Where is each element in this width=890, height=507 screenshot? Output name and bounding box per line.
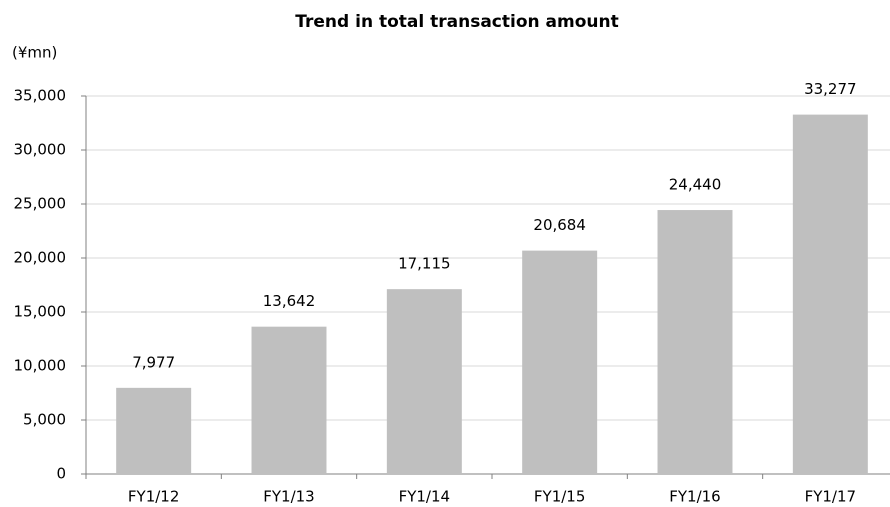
x-tick-label: FY1/14 [399, 488, 450, 506]
data-label: 24,440 [669, 176, 722, 194]
y-tick-label: 30,000 [14, 141, 67, 159]
chart-title: Trend in total transaction amount [295, 12, 618, 32]
unit-label: (¥mn) [12, 44, 57, 62]
x-tick-label: FY1/15 [534, 488, 585, 506]
y-tick-label: 25,000 [14, 195, 67, 213]
bar [116, 387, 192, 474]
y-tick-label: 15,000 [14, 303, 67, 321]
x-tick-label: FY1/13 [263, 488, 314, 506]
x-tick-label: FY1/12 [128, 488, 179, 506]
x-tick-label: FY1/17 [805, 488, 856, 506]
data-label: 17,115 [398, 255, 451, 273]
data-label: 13,642 [263, 292, 316, 310]
y-tick-label: 35,000 [14, 87, 67, 105]
bar [251, 326, 327, 474]
data-label: 33,277 [804, 80, 857, 98]
bar [386, 289, 462, 474]
y-tick-label: 5,000 [23, 411, 66, 429]
x-tick-label: FY1/16 [669, 488, 720, 506]
bar [522, 250, 598, 474]
data-label: 7,977 [132, 353, 175, 371]
bar [792, 114, 868, 474]
bar [657, 210, 733, 474]
y-tick-label: 20,000 [14, 249, 67, 267]
y-tick-label: 0 [56, 465, 66, 483]
y-tick-label: 10,000 [14, 357, 67, 375]
data-label: 20,684 [533, 216, 586, 234]
